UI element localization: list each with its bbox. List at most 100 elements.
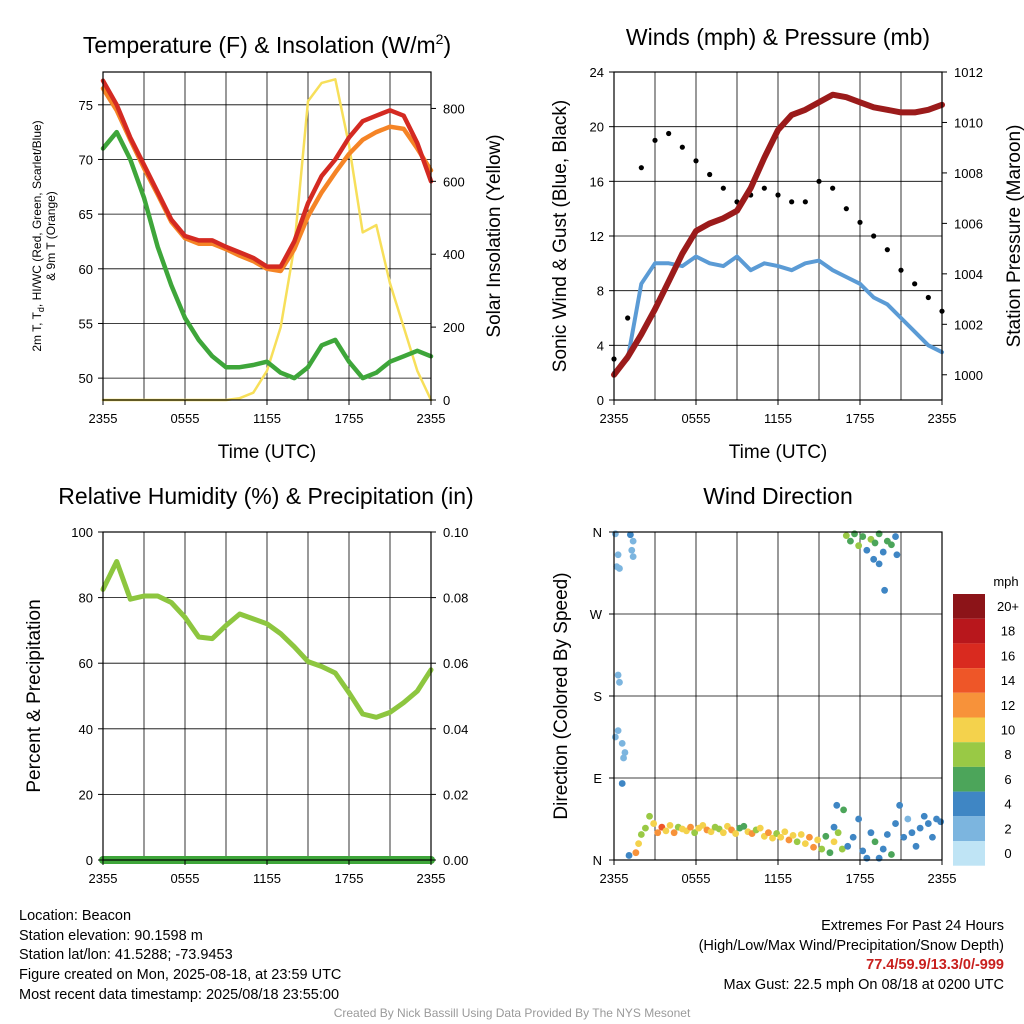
- wind-direction-point: [614, 551, 622, 559]
- y-tick-label-right: 0.04: [443, 722, 468, 737]
- y-tick-label-left: W: [590, 607, 603, 622]
- colorbar-swatch: [953, 594, 985, 619]
- max-gust: Max Gust: 22.5 mph On 08/18 at 0200 UTC: [723, 977, 1004, 994]
- station-elevation: Station elevation: 90.1598 m: [19, 927, 203, 944]
- y-tick-label-right: 0.06: [443, 656, 468, 671]
- wind-direction-panel: Wind Direction N E S W N 2355 0555 1155 1755 2355…: [551, 483, 1019, 886]
- wind-direction-point: [830, 838, 838, 846]
- colorbar-swatch: [953, 816, 985, 841]
- x-tick-label: 1755: [846, 411, 875, 426]
- wind-direction-point: [830, 823, 838, 831]
- colorbar-swatch: [953, 791, 985, 817]
- wind-direction-point: [929, 833, 936, 841]
- wind-pressure-xlabel: Time (UTC): [729, 442, 828, 463]
- x-tick-label: 2355: [89, 411, 118, 426]
- wind-direction-point: [892, 533, 899, 540]
- y-tick-label-left: N: [593, 525, 602, 540]
- most-recent-timestamp: Most recent data timestamp: 2025/08/18 2…: [19, 986, 340, 1003]
- colorbar-swatch: [953, 766, 985, 792]
- x-tick-label: 1155: [764, 411, 792, 426]
- wind-direction-point: [863, 546, 871, 554]
- wind-direction-point: [806, 833, 813, 841]
- series-line-2m-t: [100, 78, 434, 269]
- humidity-panel-title: Relative Humidity (%) & Precipitation (i…: [58, 483, 473, 509]
- wind-direction-point: [625, 852, 633, 859]
- wind-direction-point: [611, 733, 619, 741]
- y-tick-label-right: 1012: [954, 65, 983, 80]
- wind-direction-point: [888, 541, 895, 549]
- wind-direction-point: [670, 829, 678, 837]
- gust-point: [666, 130, 672, 137]
- gust-point: [707, 171, 713, 178]
- temperature-gridlines: [103, 72, 431, 400]
- x-tick-label: 2355: [417, 411, 446, 426]
- temperature-panel-title: Temperature (F) & Insolation (W/m2): [83, 31, 451, 58]
- wind-direction-point: [793, 838, 801, 846]
- wind-direction-point: [844, 842, 852, 850]
- wind-pressure-series-group: [611, 91, 945, 378]
- gust-point: [761, 185, 767, 191]
- y-tick-label-left: 60: [79, 262, 93, 277]
- wind-direction-point: [662, 827, 670, 835]
- series-line-sonic-wind: [612, 254, 944, 375]
- colorbar-label: 10: [1001, 723, 1015, 738]
- wind-direction-point: [642, 824, 649, 832]
- wind-direction-tick-labels: N E S W N 2355 0555 1155 1755 2355: [590, 525, 957, 886]
- colorbar-swatch: [953, 841, 985, 866]
- y-tick-label-left: 80: [79, 591, 93, 606]
- wind-direction-point: [920, 812, 928, 820]
- wind-direction-point: [826, 849, 834, 857]
- wind-direction-point: [699, 821, 707, 829]
- wind-direction-point: [881, 586, 888, 594]
- wind-direction-point: [789, 832, 797, 839]
- wind-direction-point: [707, 828, 715, 836]
- y-tick-label-right: 800: [443, 101, 465, 116]
- y-tick-label-left: 12: [590, 229, 604, 244]
- wind-pressure-tick-labels: 0 4 8 12 16 20 24 1000 1002 1004 1006 1008 1010 1012 2…: [590, 65, 983, 426]
- wind-direction-point: [875, 560, 883, 568]
- y-tick-label-right: 0.10: [443, 525, 468, 540]
- figure-created: Figure created on Mon, 2025-08-18, at 23…: [19, 967, 342, 984]
- humidity-ylabel-left: Percent & Precipitation: [24, 599, 45, 792]
- y-tick-label-right: 200: [443, 320, 465, 335]
- y-tick-label-right: 1010: [954, 115, 983, 130]
- y-tick-label-left: 50: [79, 371, 93, 386]
- colorbar-label: 20+: [997, 599, 1019, 614]
- gust-point: [925, 294, 931, 301]
- colorbar-label: 14: [1001, 673, 1015, 688]
- wind-direction-point: [904, 815, 912, 823]
- wind-direction-point: [614, 671, 622, 679]
- wind-pressure-gridlines: [614, 71, 942, 401]
- y-tick-label-left: N: [593, 853, 602, 868]
- temperature-ylabel-left-line2: & 9m T (Orange): [44, 191, 58, 281]
- wind-direction-point: [859, 847, 867, 855]
- temperature-ylabel-left-line1: 2m T, Td, HI/WC (Red, Green, Scarlet/Blu…: [30, 120, 46, 351]
- gust-point: [830, 185, 836, 191]
- y-tick-label-right: 1008: [954, 166, 983, 181]
- x-tick-label: 2355: [600, 411, 629, 426]
- x-tick-label: 0555: [682, 411, 711, 426]
- colorbar-label: 6: [1004, 772, 1011, 787]
- extremes-values: 77.4/59.9/13.3/0/-999: [866, 957, 1004, 974]
- wind-direction-point: [666, 821, 674, 829]
- station-location: Location: Beacon: [19, 908, 132, 924]
- wind-direction-point: [691, 829, 699, 837]
- colorbar-swatch: [953, 717, 985, 743]
- y-tick-label-right: 1000: [954, 368, 983, 383]
- temperature-tick-labels: 50 55 60 65 70 75 0 200 400 600 800 2355 0555 1155 175…: [79, 98, 465, 426]
- colorbar-swatch: [953, 618, 985, 644]
- station-latlon: Station lat/lon: 41.5288; -73.9453: [19, 947, 233, 964]
- series-line-station-pressure: [611, 91, 945, 378]
- wind-direction-point: [896, 801, 904, 809]
- wind-direction-point: [879, 548, 887, 556]
- insolation-ylabel-right: Solar Insolation (Yellow): [484, 134, 505, 337]
- wind-direction-point: [635, 840, 642, 847]
- y-tick-label-left: 16: [590, 174, 604, 189]
- wind-direction-panel-title: Wind Direction: [703, 483, 853, 509]
- wind-direction-point: [937, 818, 945, 826]
- wind-direction-point: [838, 845, 846, 853]
- wind-direction-point: [908, 829, 916, 837]
- y-tick-label-right: 0: [443, 393, 450, 408]
- wind-direction-point: [654, 829, 662, 837]
- wind-direction-point: [888, 851, 895, 858]
